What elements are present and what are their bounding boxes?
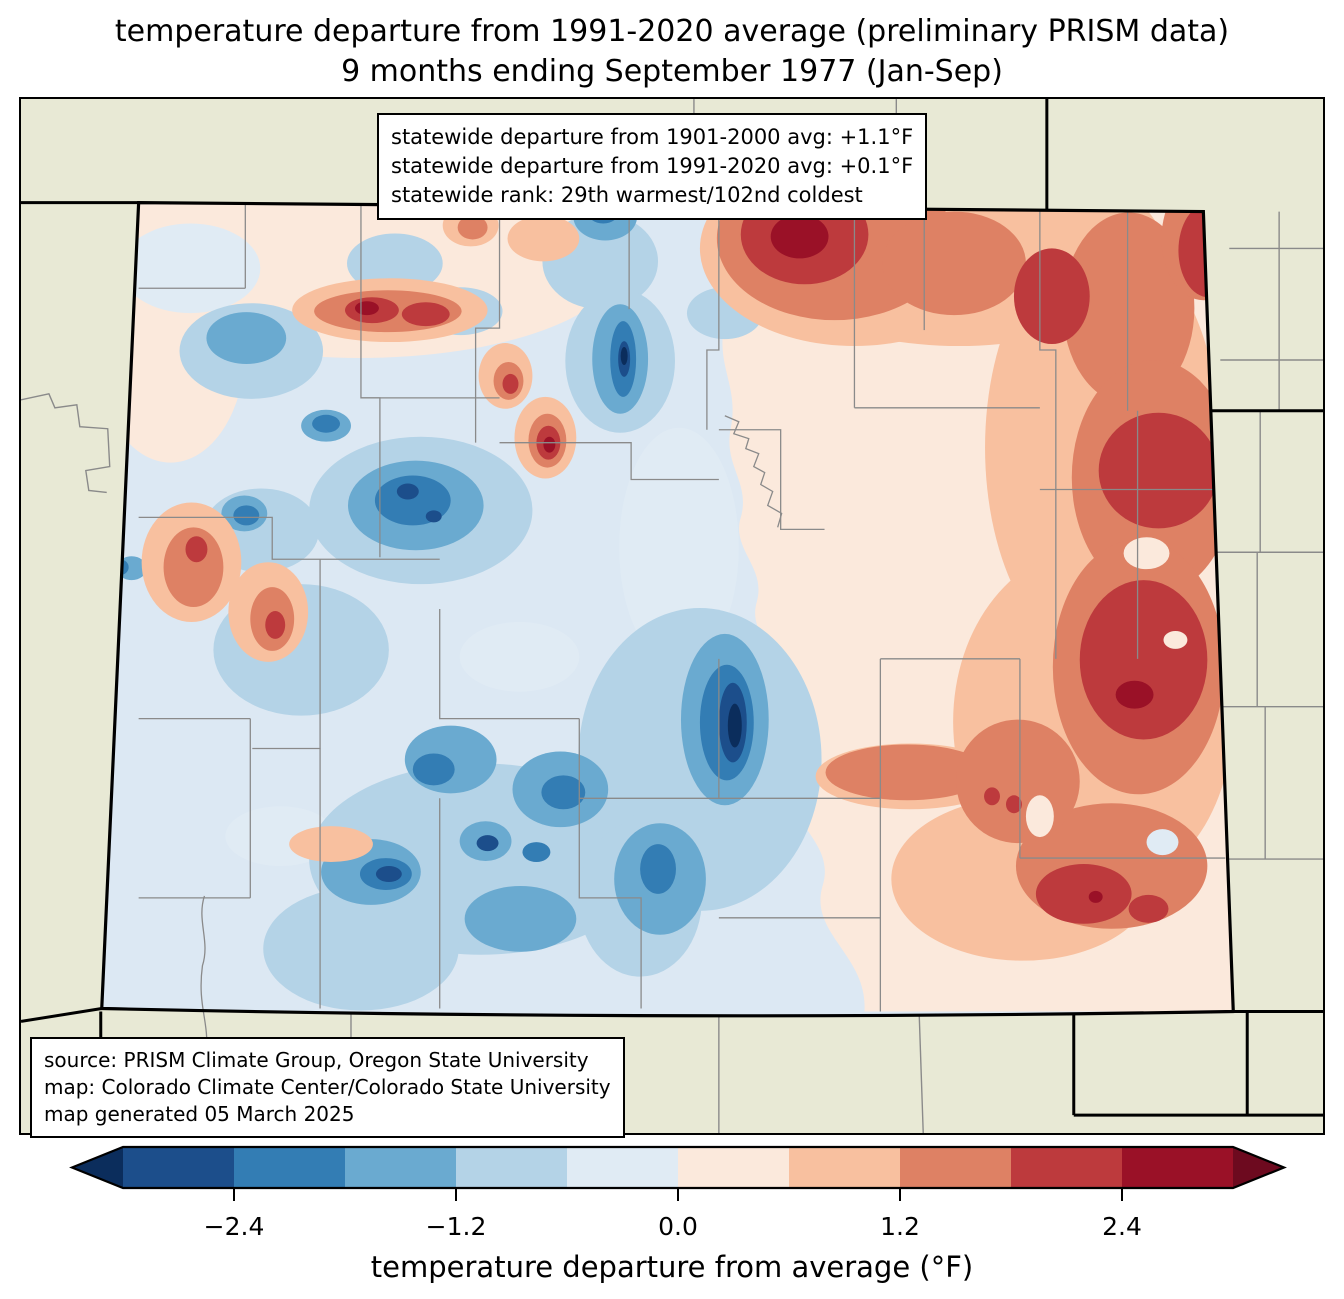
temperature-contour-field [101,202,1234,1016]
colorado-map-svg [21,99,1323,1133]
stats-line-2: statewide departure from 1991-2020 avg: … [391,154,914,178]
neighbor-state-borders [21,99,1323,1133]
tick-label-neg-1-2: −1.2 [425,1212,487,1241]
west-warm-spots [141,204,580,863]
title-line-2: 9 months ending September 1977 (Jan-Sep) [341,54,1003,89]
colorado-state-border [100,200,1235,1018]
colorbar-axis-label: temperature departure from average (°F) [370,1250,974,1284]
colorbar-tick-marks [233,1188,1123,1201]
colorbar [69,1145,1287,1201]
figure-title: temperature departure from 1991-2020 ave… [0,12,1344,92]
statewide-stats-box: statewide departure from 1901-2000 avg: … [377,113,928,220]
map-axes: statewide departure from 1901-2000 avg: … [19,97,1325,1138]
tick-label-neg-2-4: −2.4 [203,1212,265,1241]
source-line-3: map generated 05 March 2025 [44,1102,355,1126]
stats-line-1: statewide departure from 1901-2000 avg: … [391,125,914,149]
tick-label-2-4: 2.4 [1102,1212,1142,1241]
colorbar-outline [69,1145,1287,1190]
stats-line-3: statewide rank: 29th warmest/102nd colde… [391,183,863,207]
title-line-1: temperature departure from 1991-2020 ave… [114,14,1230,49]
source-attribution-box: source: PRISM Climate Group, Oregon Stat… [30,1037,625,1138]
colorbar-under-arrow [72,1147,123,1188]
colorbar-segments [123,1147,1233,1188]
above-average-blobs [699,202,1234,961]
colorbar-over-arrow [1233,1147,1284,1188]
colorado-county-lines [138,203,1226,1012]
neighbor-county-lines [21,99,1323,1133]
tick-label-0-0: 0.0 [658,1212,698,1241]
source-line-2: map: Colorado Climate Center/Colorado St… [44,1075,611,1099]
tick-label-1-2: 1.2 [880,1212,920,1241]
colorbar-tick-labels: −2.4 −1.2 0.0 1.2 2.4 [0,1210,1344,1244]
source-line-1: source: PRISM Climate Group, Oregon Stat… [44,1048,589,1072]
